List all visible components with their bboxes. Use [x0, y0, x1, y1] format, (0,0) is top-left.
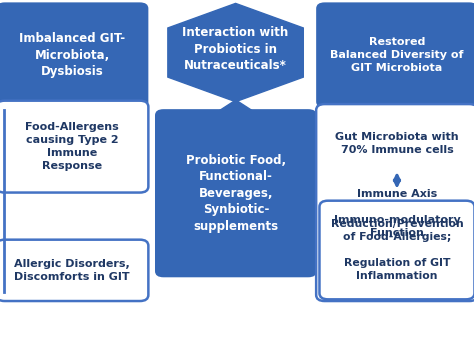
- FancyBboxPatch shape: [0, 2, 148, 108]
- FancyBboxPatch shape: [319, 201, 474, 299]
- FancyBboxPatch shape: [0, 101, 148, 193]
- Text: Restored
Balanced Diversity of
GIT Microbiota: Restored Balanced Diversity of GIT Micro…: [330, 37, 464, 73]
- FancyBboxPatch shape: [316, 2, 474, 108]
- Text: Food-Allergens
causing Type 2
Immune
Response: Food-Allergens causing Type 2 Immune Res…: [26, 122, 119, 171]
- Text: Immune Axis

Immuno-modulatory
Function: Immune Axis Immuno-modulatory Function: [334, 189, 460, 238]
- Polygon shape: [168, 3, 303, 102]
- FancyBboxPatch shape: [0, 240, 148, 301]
- Text: Allergic Disorders,
Discomforts in GIT: Allergic Disorders, Discomforts in GIT: [14, 259, 130, 282]
- Text: Reduction/Prevention
of Food-Allergies;

Regulation of GIT
Inflammation: Reduction/Prevention of Food-Allergies; …: [330, 219, 464, 281]
- Text: Imbalanced GIT-
Microbiota,
Dysbiosis: Imbalanced GIT- Microbiota, Dysbiosis: [19, 32, 125, 78]
- Text: Probiotic Food,
Functional-
Beverages,
Synbiotic-
supplements: Probiotic Food, Functional- Beverages, S…: [186, 154, 286, 233]
- Text: Gut Microbiota with
70% Immune cells: Gut Microbiota with 70% Immune cells: [335, 132, 459, 155]
- Text: Interaction with
Probiotics in
Nutraceuticals*: Interaction with Probiotics in Nutraceut…: [182, 26, 289, 72]
- Polygon shape: [199, 100, 273, 124]
- FancyBboxPatch shape: [316, 104, 474, 301]
- FancyBboxPatch shape: [155, 109, 317, 277]
